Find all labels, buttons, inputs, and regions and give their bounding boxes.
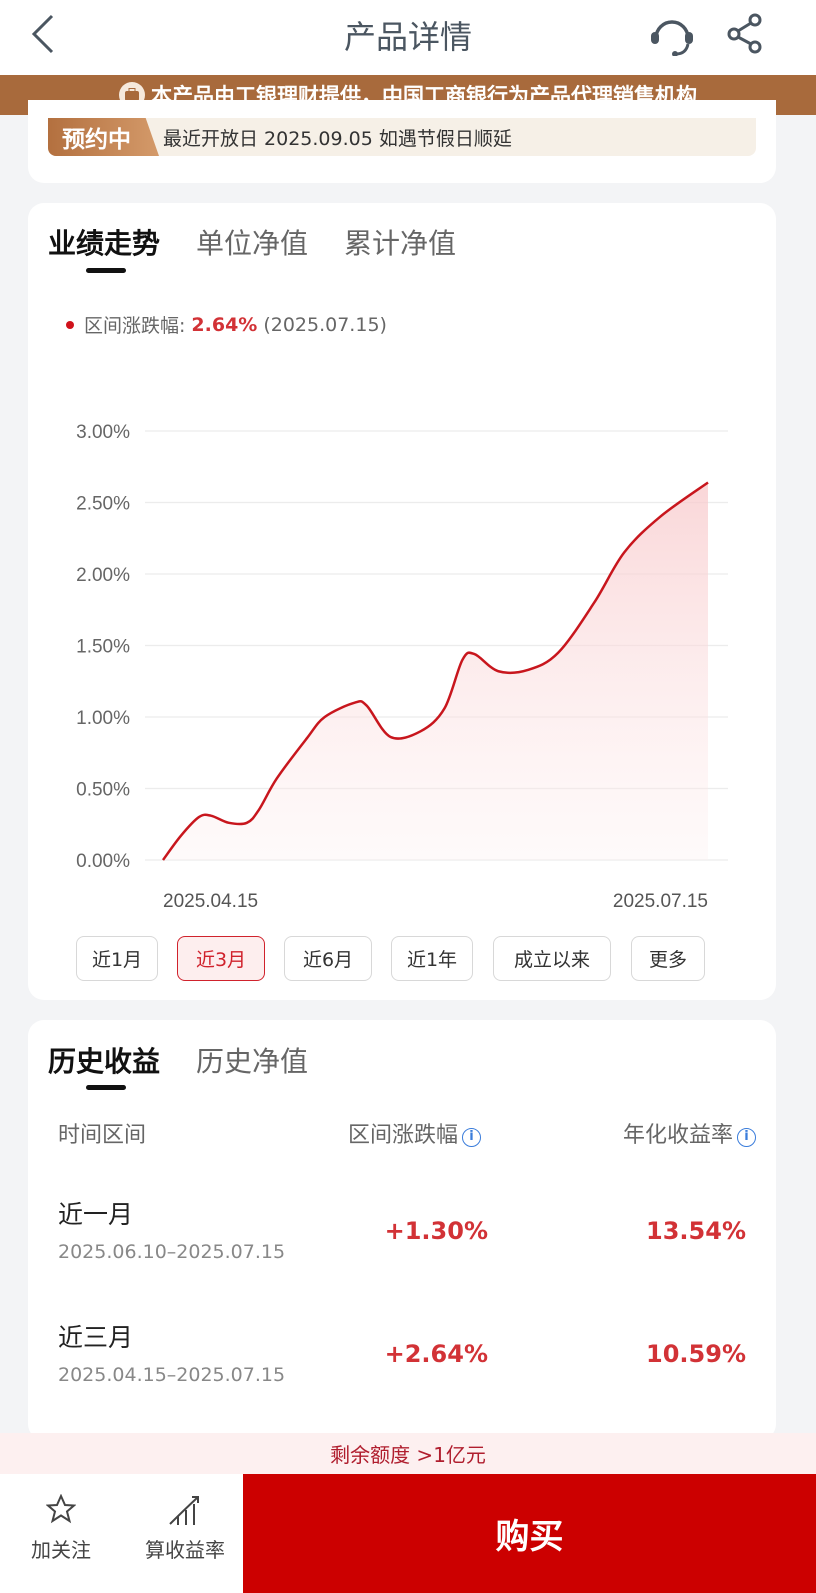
tab-cumulative-nav[interactable]: 累计净值 xyxy=(344,227,457,260)
range-button[interactable]: 近1年 xyxy=(391,936,473,981)
calc-yield-button[interactable]: 算收益率 xyxy=(132,1494,238,1563)
tab-history-return[interactable]: 历史收益 xyxy=(48,1045,161,1078)
tab-unit-nav[interactable]: 单位净值 xyxy=(196,227,309,260)
range-button[interactable]: 近3月 xyxy=(177,936,265,981)
history-card xyxy=(28,1020,776,1440)
calc-yield-label: 算收益率 xyxy=(145,1538,225,1562)
column-change: 区间涨跌幅 i xyxy=(348,1117,482,1149)
reservation-status-badge: 预约中 xyxy=(48,118,159,156)
y-tick-label: 1.50% xyxy=(76,637,130,658)
y-tick-label: 0.50% xyxy=(76,780,130,801)
header-bar: 产品详情 xyxy=(0,0,816,75)
row-change: +1.30% xyxy=(384,1217,488,1245)
range-button[interactable]: 更多 xyxy=(631,936,705,981)
legend-date: (2025.07.15) xyxy=(263,313,387,336)
tab-underline xyxy=(86,268,126,273)
tab-history-nav[interactable]: 历史净值 xyxy=(196,1045,309,1078)
row-period-name: 近一月 xyxy=(58,1200,134,1229)
tab-performance[interactable]: 业绩走势 xyxy=(48,227,161,260)
tab-underline xyxy=(86,1085,126,1090)
column-change-label: 区间涨跌幅 xyxy=(348,1123,459,1148)
y-tick-label: 2.50% xyxy=(76,494,130,515)
column-annual-label: 年化收益率 xyxy=(622,1123,733,1148)
range-button[interactable]: 近6月 xyxy=(284,936,372,981)
row-annual: 13.54% xyxy=(646,1217,746,1245)
range-button[interactable]: 成立以来 xyxy=(493,936,611,981)
x-tick-label: 2025.04.15 xyxy=(163,891,258,912)
chart-series-line xyxy=(161,481,709,861)
remaining-quota: 剩余额度 >1亿元 xyxy=(0,1433,816,1474)
table-row[interactable]: 近一月 2025.06.10–2025.07.15 +1.30% 13.54% xyxy=(0,1195,816,1275)
growth-chart-icon xyxy=(169,1496,199,1525)
follow-label: 加关注 xyxy=(31,1538,91,1562)
x-tick-label: 2025.07.15 xyxy=(613,891,708,912)
info-icon[interactable]: i xyxy=(737,1128,756,1147)
column-period: 时间区间 xyxy=(58,1123,147,1148)
range-button[interactable]: 近1月 xyxy=(76,936,158,981)
row-annual: 10.59% xyxy=(646,1340,746,1368)
page-title: 产品详情 xyxy=(343,18,472,56)
headset-icon[interactable] xyxy=(648,10,696,56)
star-icon xyxy=(45,1493,77,1524)
buy-button[interactable]: 购买 xyxy=(243,1474,816,1593)
reservation-bar: 预约中 最近开放日 2025.09.05 如遇节假日顺延 xyxy=(48,118,756,156)
y-tick-label: 1.00% xyxy=(76,708,130,729)
y-tick-label: 2.00% xyxy=(76,565,130,586)
legend-label: 区间涨跌幅: xyxy=(84,315,186,337)
share-icon[interactable] xyxy=(726,12,764,54)
performance-chart: 0.00% 0.50% 1.00% 1.50% 2.00% 2.50% 3.00% 2025.… xyxy=(76,422,728,912)
row-period-name: 近三月 xyxy=(58,1323,134,1352)
row-date-range: 2025.06.10–2025.07.15 xyxy=(58,1241,286,1263)
row-change: +2.64% xyxy=(384,1340,488,1368)
y-tick-label: 0.00% xyxy=(76,851,130,872)
chart-area-fill xyxy=(163,482,708,860)
reservation-text: 最近开放日 2025.09.05 如遇节假日顺延 xyxy=(163,127,512,150)
back-icon[interactable] xyxy=(30,14,56,54)
table-row[interactable]: 近三月 2025.04.15–2025.07.15 +2.64% 10.59% xyxy=(0,1318,816,1398)
chart-legend: 区间涨跌幅: 2.64% (2025.07.15) xyxy=(66,311,387,338)
follow-button[interactable]: 加关注 xyxy=(20,1493,102,1563)
legend-value: 2.64% xyxy=(191,313,258,336)
bottom-actions: 加关注 算收益率 xyxy=(0,1474,243,1593)
row-date-range: 2025.04.15–2025.07.15 xyxy=(58,1364,286,1386)
y-tick-label: 3.00% xyxy=(76,422,130,443)
legend-dot xyxy=(66,320,74,329)
info-icon[interactable]: i xyxy=(462,1128,482,1147)
column-annual: 年化收益率 i xyxy=(623,1117,756,1149)
